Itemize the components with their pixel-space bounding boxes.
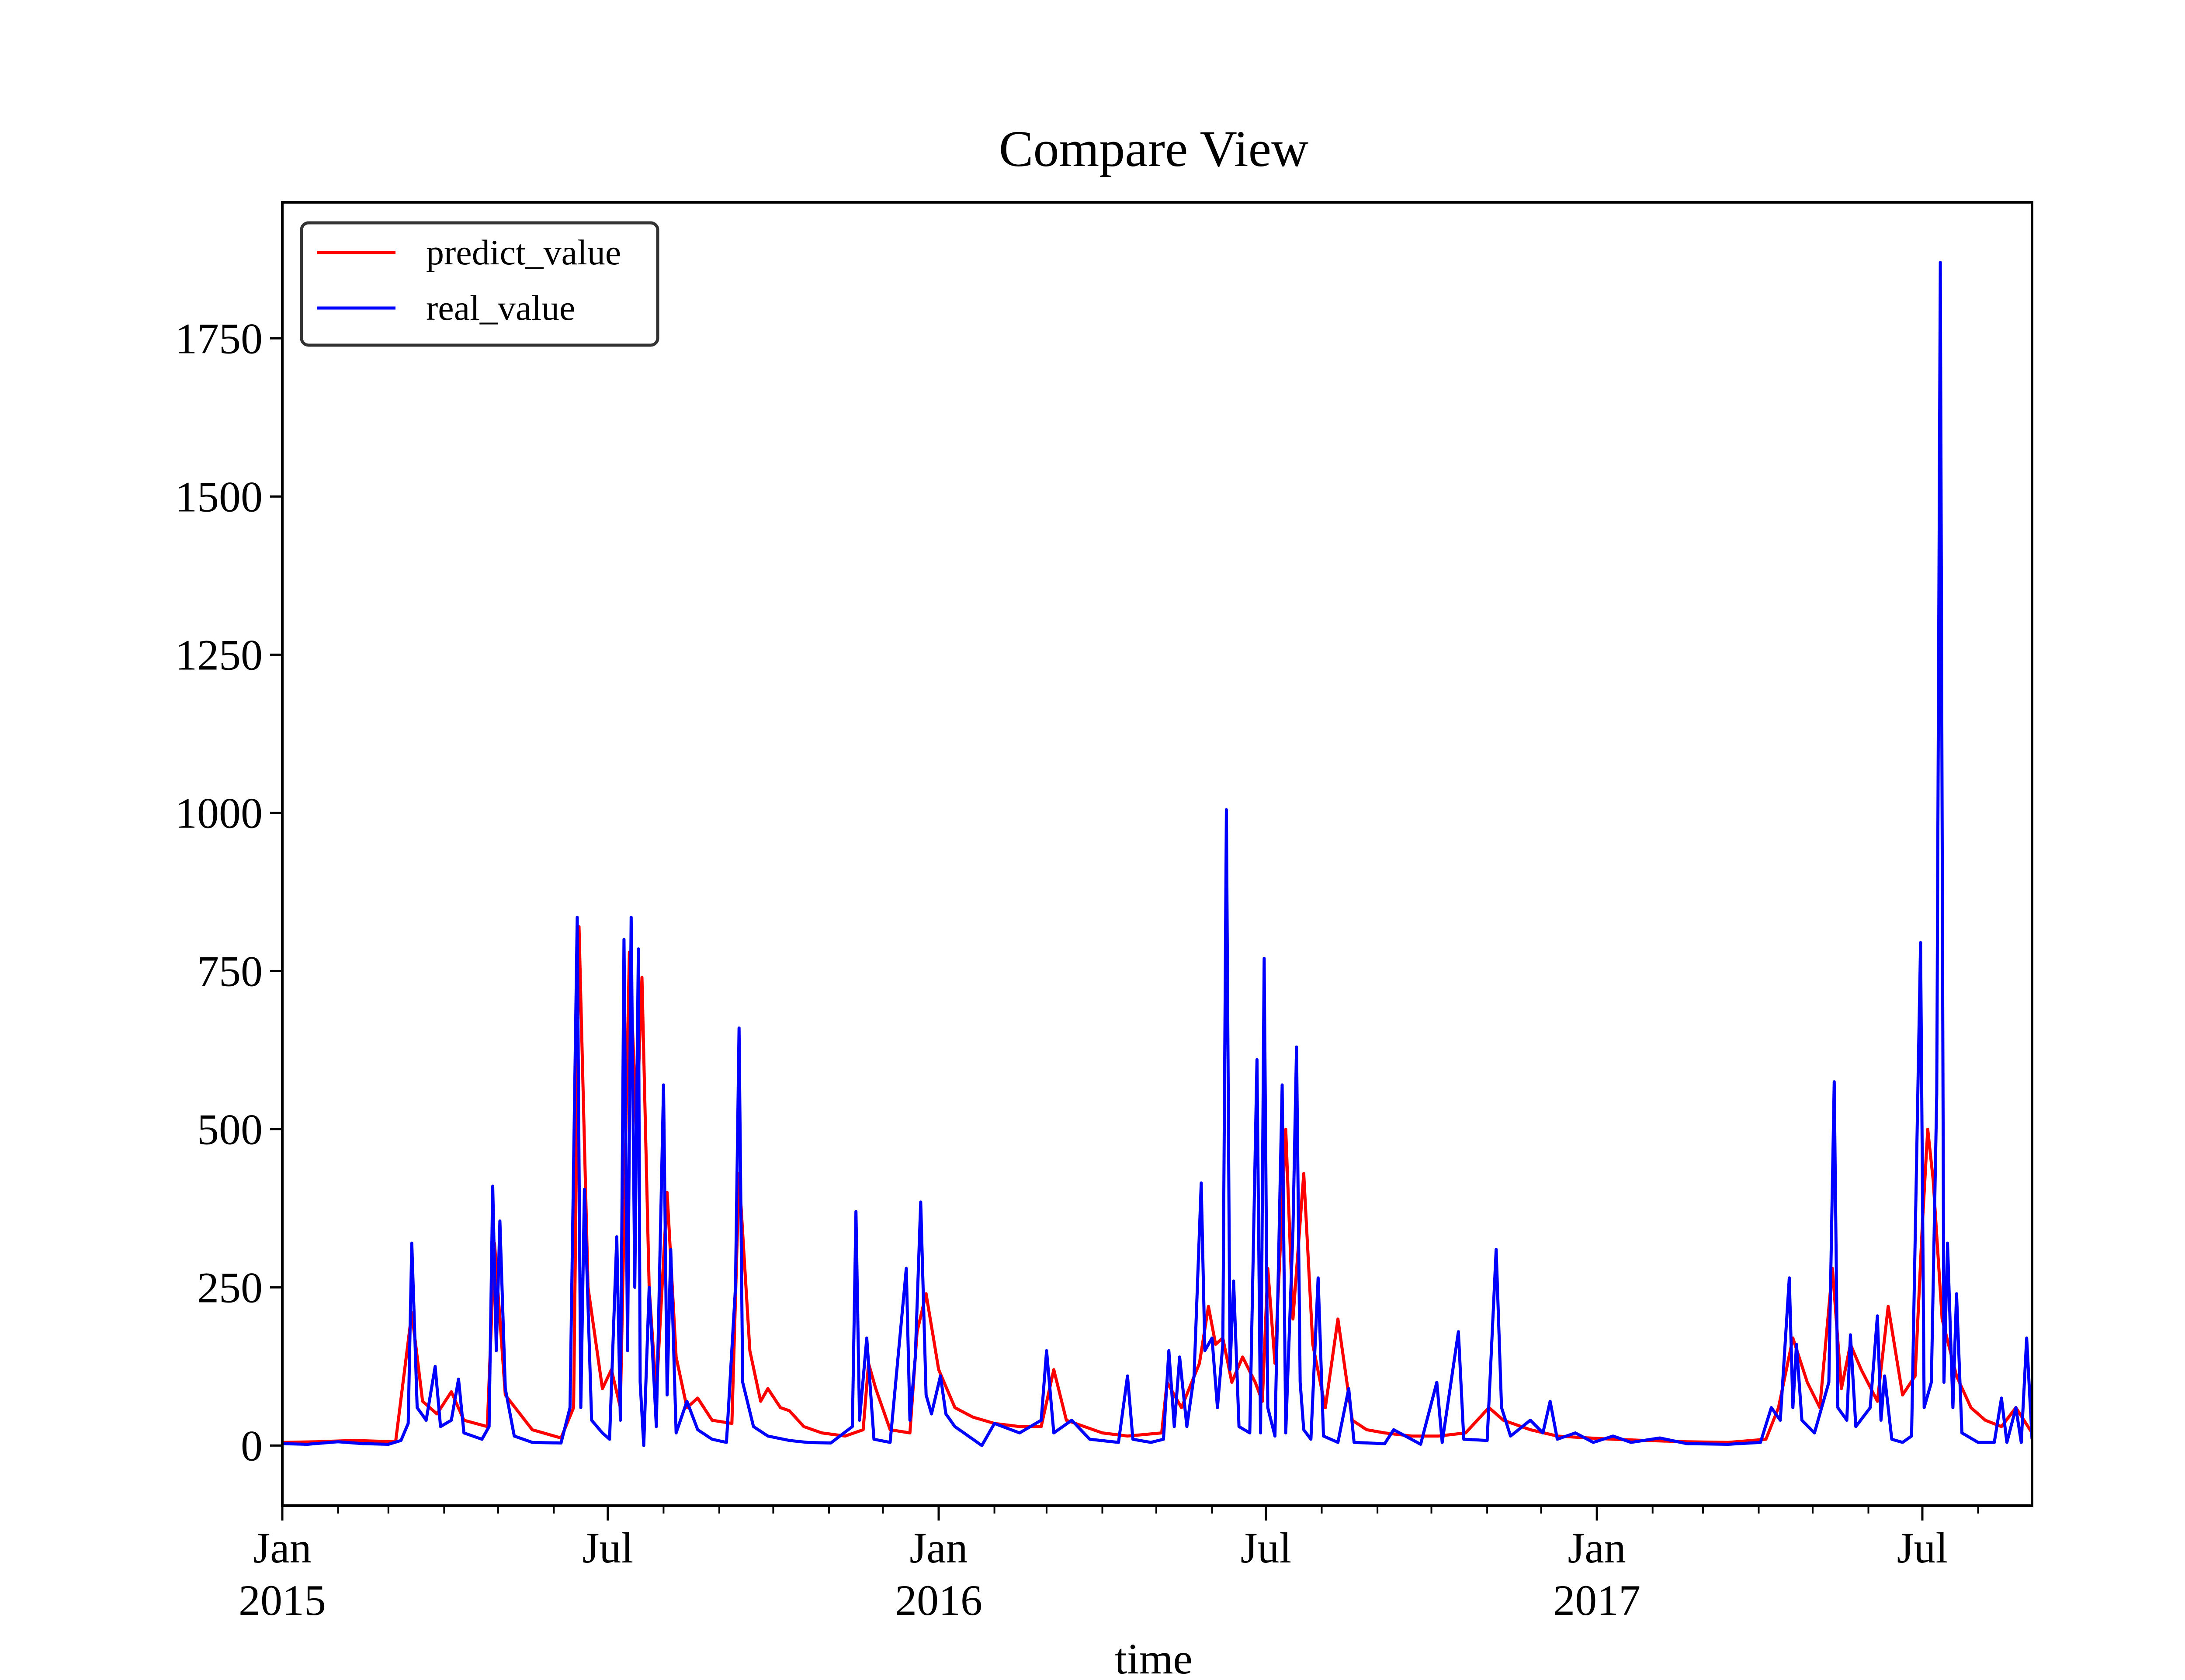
x-axis-label: time: [1115, 1635, 1193, 1678]
x-tick-label-2017-01-01: Jan: [1568, 1524, 1626, 1572]
y-tick-label-250: 250: [197, 1263, 263, 1312]
legend-label-predict_value: predict_value: [426, 232, 621, 272]
legend-label-real_value: real_value: [426, 288, 575, 328]
y-tick-label-1250: 1250: [175, 630, 263, 679]
y-axis: 0 250 500 750 1000 1250 1500 1750: [175, 314, 282, 1470]
x-tick-sublabel-2017-01-01: 2017: [1553, 1576, 1640, 1625]
series-layer: [282, 261, 2032, 1447]
x-tick-label-2015-01-01: Jan: [253, 1524, 311, 1572]
legend: predict_value real_value: [300, 221, 659, 347]
x-tick-sublabel-2016-01-01: 2016: [895, 1576, 982, 1625]
x-tick-label-2016-07-01: Jul: [1241, 1524, 1292, 1572]
x-tick-label-2017-07-01: Jul: [1897, 1524, 1948, 1572]
series-line-real_value: [282, 261, 2032, 1447]
plot-area: [282, 261, 2032, 1447]
y-tick-label-1500: 1500: [175, 472, 263, 521]
chart-title: Compare View: [999, 120, 1308, 177]
x-tick-sublabel-2015-01-01: 2015: [239, 1576, 326, 1625]
x-tick-label-2016-01-01: Jan: [909, 1524, 968, 1572]
plot-frame: [281, 201, 2033, 1507]
y-tick-label-1000: 1000: [175, 789, 263, 837]
x-tick-label-2015-07-01: Jul: [582, 1524, 633, 1572]
y-tick-label-0: 0: [241, 1421, 263, 1470]
y-tick-label-500: 500: [197, 1105, 263, 1153]
y-tick-label-750: 750: [197, 947, 263, 995]
y-tick-label-1750: 1750: [175, 314, 263, 363]
